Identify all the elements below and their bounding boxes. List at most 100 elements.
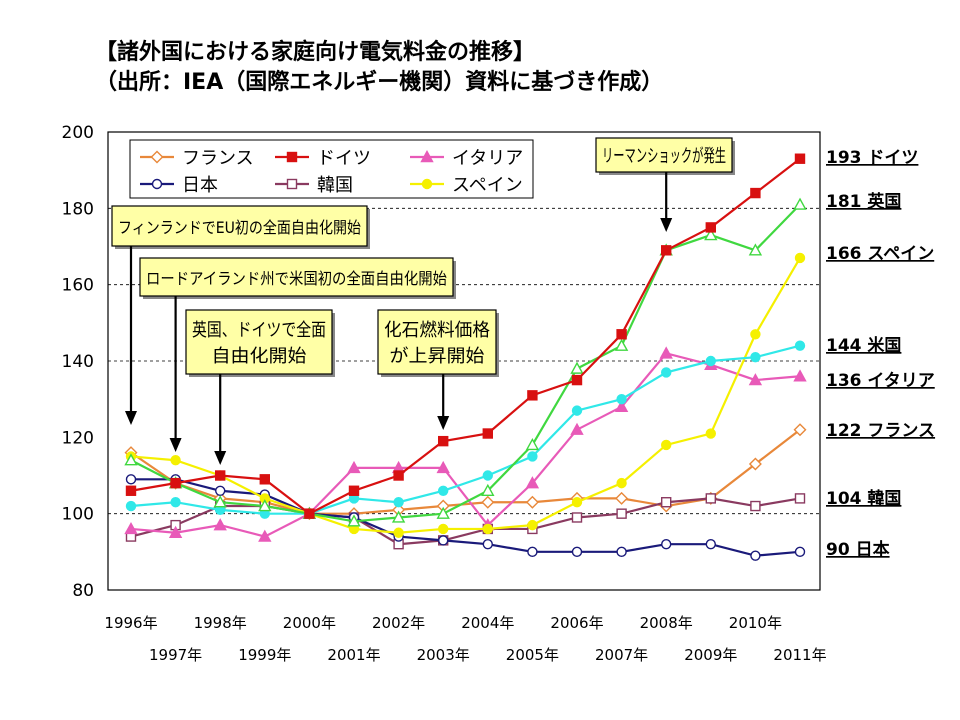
annotation-box <box>185 309 333 375</box>
data-point <box>659 346 673 359</box>
data-point <box>347 514 361 527</box>
data-point <box>525 438 540 451</box>
data-point <box>571 374 583 386</box>
data-point <box>213 495 227 508</box>
series-line <box>130 203 801 523</box>
data-point <box>705 493 716 504</box>
y-tick-label: 120 <box>62 428 94 448</box>
data-point <box>748 457 762 471</box>
annotation: ロードアイランド州で米国初の全面自由化開始 <box>139 257 456 452</box>
data-point <box>481 495 495 509</box>
end-label: 166 スペイン <box>826 244 934 264</box>
data-point <box>482 523 493 535</box>
annotation-text: が上昇開始 <box>390 346 485 367</box>
plot-frame <box>107 131 821 591</box>
data-point <box>616 508 627 519</box>
data-point <box>170 455 181 466</box>
data-point <box>661 245 672 256</box>
annotation-arrowhead <box>660 218 673 232</box>
data-point <box>750 500 761 512</box>
annotation-box <box>111 205 368 247</box>
x-tick-label: 2009年 <box>684 646 737 664</box>
x-tick-label: 2007年 <box>595 646 648 664</box>
x-tick-label: 1996年 <box>104 614 157 632</box>
data-point <box>438 535 449 546</box>
data-point <box>125 500 137 512</box>
data-point <box>614 338 629 351</box>
data-point <box>570 422 584 435</box>
data-point <box>793 369 807 382</box>
x-tick-label: 2000年 <box>283 614 336 632</box>
data-point <box>482 428 493 439</box>
series-line <box>130 344 801 515</box>
legend-item: スペイン <box>410 175 523 196</box>
data-point <box>124 453 138 466</box>
data-point <box>214 470 226 481</box>
data-point <box>750 329 761 340</box>
data-point <box>213 518 227 531</box>
legend-marker <box>151 178 163 190</box>
data-point <box>571 405 583 416</box>
y-tick-label: 200 <box>62 123 94 143</box>
data-point <box>571 497 583 508</box>
data-point <box>527 519 538 531</box>
data-point <box>705 539 716 550</box>
legend-marker <box>150 150 164 164</box>
legend-label: 韓国 <box>317 175 353 196</box>
data-point <box>750 187 761 199</box>
legend-box <box>129 139 534 199</box>
x-tick-label: 2003年 <box>417 646 470 664</box>
legend-label: スペイン <box>452 175 523 196</box>
legend-item: イタリア <box>410 148 523 169</box>
data-point <box>616 546 627 558</box>
data-point <box>525 476 540 489</box>
data-point <box>614 399 629 412</box>
x-tick-label: 2008年 <box>640 614 693 632</box>
series-8 <box>125 340 806 519</box>
annotation-text: 化石燃料価格 <box>384 320 490 341</box>
data-point <box>348 485 360 496</box>
x-tick-label: 2004年 <box>461 614 514 632</box>
annotation-arrowhead <box>125 411 137 425</box>
end-label: 136 イタリア <box>826 371 935 391</box>
chart-subtitle: （出所：IEA（国際エネルギー機関）資料に基づき作成） <box>95 70 664 95</box>
annotation-box <box>377 309 497 375</box>
data-point <box>616 393 627 405</box>
data-point <box>527 546 538 558</box>
annotation-layer: フィンランドでEU初の全面自由化開始ロードアイランド州で米国初の全面自由化開始英… <box>111 137 735 465</box>
data-point <box>615 491 629 505</box>
data-point <box>704 228 718 241</box>
annotation-box <box>139 257 454 297</box>
data-point <box>793 423 807 437</box>
data-point <box>214 485 226 496</box>
data-point <box>661 367 672 378</box>
series-line <box>131 478 801 557</box>
data-point <box>527 451 538 462</box>
x-tick-label: 2006年 <box>550 614 603 632</box>
data-point <box>482 470 493 481</box>
annotation-box <box>595 137 733 173</box>
chart-title: 【諸外国における家庭向け電気料金の推移】 <box>95 40 536 65</box>
data-point <box>794 153 806 164</box>
data-point <box>170 497 181 508</box>
y-tick-label: 100 <box>62 505 94 525</box>
y-tick-label: 180 <box>62 199 94 219</box>
data-point <box>794 340 806 351</box>
annotation-text: 自由化開始 <box>212 346 307 367</box>
data-point <box>304 508 315 519</box>
annotation-arrowhead <box>169 438 182 452</box>
data-point <box>794 546 806 558</box>
data-point <box>794 493 806 504</box>
y-tick-label: 160 <box>62 276 94 296</box>
data-point <box>436 460 450 474</box>
y-tick-label: 140 <box>62 352 94 372</box>
annotation-text: リーマンショックが発生 <box>602 146 726 167</box>
data-point <box>168 525 183 538</box>
annotation-arrowhead <box>437 416 450 430</box>
data-point <box>438 485 449 496</box>
legend-item: ドイツ <box>275 148 371 169</box>
x-tick-label: 2001年 <box>327 646 380 664</box>
data-point <box>438 435 449 447</box>
data-point <box>571 512 583 523</box>
